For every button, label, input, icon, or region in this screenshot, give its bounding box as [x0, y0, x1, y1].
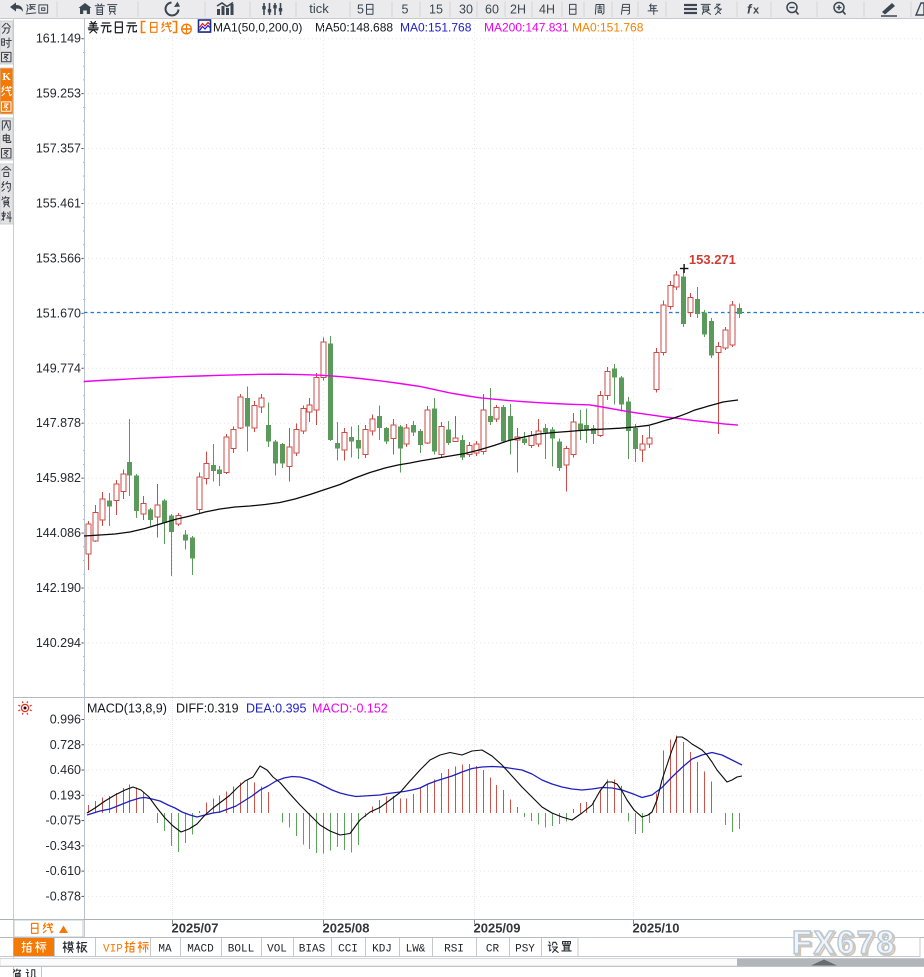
- svg-text:LW&: LW&: [406, 944, 426, 956]
- svg-text:140.294: 140.294: [36, 636, 81, 650]
- svg-text:5: 5: [402, 3, 409, 17]
- svg-text:2025/10: 2025/10: [633, 921, 680, 936]
- svg-text:-0.610: -0.610: [46, 864, 81, 878]
- svg-text:FX678: FX678: [794, 926, 898, 962]
- svg-text:151.670: 151.670: [36, 306, 81, 320]
- svg-text:MA0:151.768: MA0:151.768: [572, 21, 644, 35]
- svg-text:VIP: VIP: [103, 944, 123, 956]
- svg-text:MA: MA: [158, 944, 172, 956]
- svg-text:PSY: PSY: [515, 944, 535, 956]
- svg-text:30: 30: [459, 3, 473, 17]
- svg-text:MA1(50,0,200,0): MA1(50,0,200,0): [213, 21, 302, 35]
- svg-text:2025/07: 2025/07: [172, 921, 219, 936]
- svg-text:5: 5: [357, 3, 364, 17]
- svg-text:DEA:0.395: DEA:0.395: [246, 702, 307, 716]
- svg-text:MACD:-0.152: MACD:-0.152: [312, 702, 388, 716]
- svg-text:K: K: [2, 71, 11, 83]
- svg-text:144.086: 144.086: [36, 526, 81, 540]
- svg-text:155.461: 155.461: [36, 197, 81, 211]
- svg-text:142.190: 142.190: [36, 581, 81, 595]
- svg-text:159.253: 159.253: [36, 87, 81, 101]
- svg-text:4H: 4H: [539, 3, 555, 17]
- svg-text:MA200:147.831: MA200:147.831: [484, 21, 569, 35]
- svg-text:f: f: [747, 2, 753, 17]
- svg-text:2025/09: 2025/09: [474, 921, 521, 936]
- svg-text:60: 60: [485, 3, 499, 17]
- svg-text:BIAS: BIAS: [299, 944, 326, 956]
- svg-text:153.566: 153.566: [36, 251, 81, 265]
- svg-text:MA0:151.768: MA0:151.768: [400, 21, 472, 35]
- svg-text:MA50:148.688: MA50:148.688: [315, 21, 393, 35]
- svg-text:15: 15: [429, 3, 443, 17]
- svg-text:MACD: MACD: [187, 944, 214, 956]
- svg-text:KDJ: KDJ: [372, 944, 392, 956]
- svg-text:x: x: [753, 5, 760, 17]
- svg-text:DIFF:0.319: DIFF:0.319: [176, 702, 239, 716]
- svg-text:tick: tick: [309, 1, 329, 16]
- svg-text:BOLL: BOLL: [228, 944, 254, 956]
- svg-text:145.982: 145.982: [36, 471, 81, 485]
- svg-text:157.357: 157.357: [36, 142, 81, 156]
- svg-text:149.774: 149.774: [36, 361, 81, 375]
- svg-text:2025/08: 2025/08: [323, 921, 370, 936]
- svg-text:-0.075: -0.075: [46, 814, 81, 828]
- svg-text:CR: CR: [486, 944, 500, 956]
- svg-text:0.996: 0.996: [50, 713, 81, 727]
- svg-text:FX678: FX678: [792, 925, 896, 961]
- svg-text:0.193: 0.193: [50, 788, 81, 802]
- svg-text:RSI: RSI: [444, 944, 464, 956]
- svg-text:-0.878: -0.878: [46, 889, 81, 903]
- svg-text:-0.343: -0.343: [46, 839, 81, 853]
- svg-text:2H: 2H: [510, 3, 526, 17]
- svg-text:0.460: 0.460: [50, 763, 81, 777]
- svg-text:0.728: 0.728: [50, 738, 81, 752]
- svg-text:MACD(13,8,9): MACD(13,8,9): [87, 702, 167, 716]
- svg-text:CCI: CCI: [338, 944, 358, 956]
- svg-text:147.878: 147.878: [36, 416, 81, 430]
- svg-text:161.149: 161.149: [36, 32, 81, 46]
- svg-text:153.271: 153.271: [689, 252, 736, 267]
- svg-text:VOL: VOL: [267, 944, 287, 956]
